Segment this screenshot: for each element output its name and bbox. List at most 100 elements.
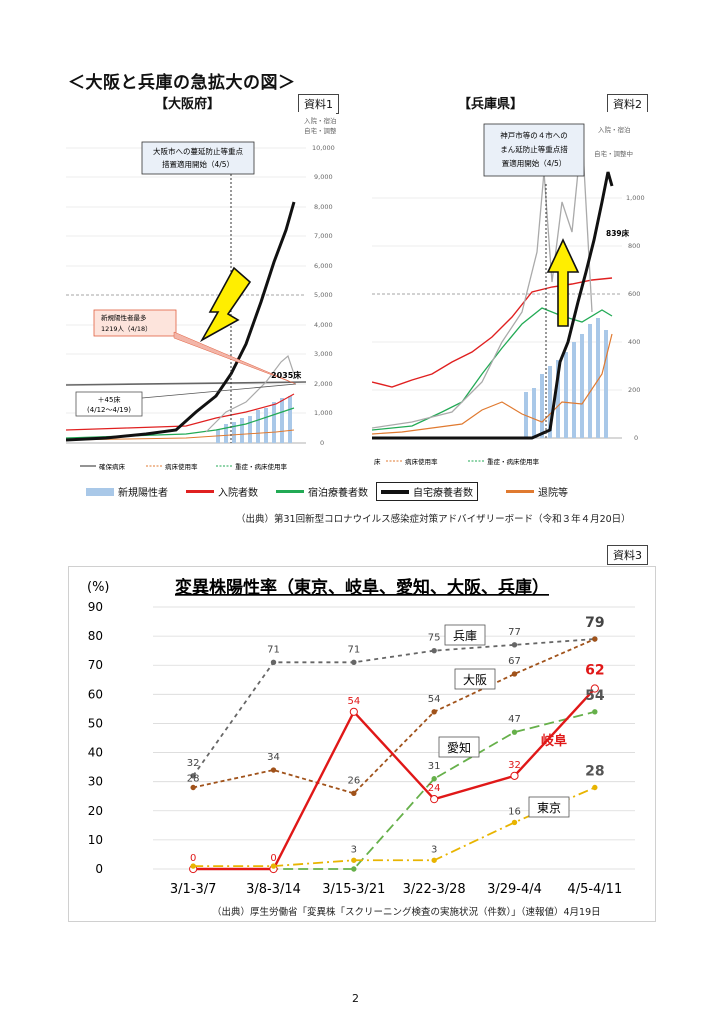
series-point [510,771,519,780]
data-label: 28 [187,773,200,784]
data-label: 3 [351,844,357,855]
data-label: 71 [347,644,360,655]
data-label: 34 [267,752,280,763]
osaka-panel-label: 【大阪府】 [155,97,221,112]
osaka-material-tag: 資料1 [298,94,339,114]
osaka-callout-line2: 措置適用開始（4/5） [162,159,234,169]
series-point [351,790,357,797]
series-line [192,638,595,777]
osaka-tick: 0 [320,439,324,447]
osaka-small-legend-2: 病床使用率 [165,462,198,471]
osaka-covid-chart: 大阪市への蔓延防止等重点 措置適用開始（4/5） 新規陽性者最多 1219人（4… [66,112,336,474]
data-label: 0 [270,853,276,864]
legend-label: 宿泊療養者数 [308,488,368,499]
legend-label: 入院者数 [218,488,258,499]
x-tick-label: 3/22-3/28 [403,882,466,897]
osaka-increase-line1: ＋45床 [98,395,121,404]
series-point [190,773,196,779]
legend-hospitalized: 入院者数 [186,484,258,499]
osaka-tick: 8,000 [314,203,333,211]
chart-title: 変異株陽性率（東京、岐阜、愛知、大阪、兵庫） [175,577,549,598]
osaka-axis-title-1: 入院・宿泊 [304,116,336,125]
series-point [431,647,437,654]
hyogo-axis-title-1: 入院・宿泊 [598,125,631,134]
page-number: 2 [352,992,359,1005]
legend-hotel-care: 宿泊療養者数 [276,484,368,499]
data-label: 0 [190,853,196,864]
hyogo-tick: 800 [628,242,640,250]
chart-unit-label: (%) [87,580,110,595]
series-point [592,784,598,791]
x-tick-label: 3/29-4/4 [487,882,542,897]
hyogo-bed-note: 839床 [606,228,630,238]
data-label: 67 [508,656,521,667]
y-tick-label: 40 [88,746,103,760]
hyogo-small-legend-2: 病床使用率 [405,457,438,466]
variant-chart-box: (%) 変異株陽性率（東京、岐阜、愛知、大阪、兵庫） 0 10 20 30 40 50 60… [68,566,656,922]
legend-new-positives: 新規陽性者 [86,484,168,499]
osaka-tick: 2,000 [314,380,333,388]
y-tick-label: 10 [88,833,103,847]
hyogo-small-legend-1: 床 [374,457,381,466]
data-label: 32 [508,760,521,771]
page-heading: ＜大阪と兵庫の急拡大の図＞ [68,73,296,93]
variant-positivity-chart: (%) 変異株陽性率（東京、岐阜、愛知、大阪、兵庫） 0102030405060… [87,577,635,897]
variant-material-tag: 資料3 [607,545,648,565]
series-name-box [454,668,496,690]
osaka-bed-note: 2035床 [271,370,302,380]
series-name-box [444,624,486,646]
series-point [431,776,437,782]
data-label: 71 [267,644,280,655]
hyogo-callout-line2: まん延防止等重点措 [500,144,568,154]
series-name: 岐阜 [541,733,567,749]
hyogo-callout-line1: 神戸市等の４市への [500,130,568,140]
data-label: 79 [585,615,604,631]
hyogo-panel-label: 【兵庫県】 [458,97,524,112]
series-name: 大阪 [463,673,487,687]
y-tick-label: 30 [88,775,103,789]
hyogo-small-legend-3: 重症・病床使用率 [487,457,540,466]
series-point [190,863,196,869]
legend-home-care: 自宅療養者数 [376,482,478,501]
data-label: 32 [187,758,200,769]
hyogo-tick: 600 [628,290,640,298]
osaka-small-legend-1: 確保病床 [99,462,126,471]
legend-swatch [276,490,304,493]
osaka-axis-title-2: 自宅・調整中 [304,126,336,135]
series-line [193,687,596,871]
legend-discharged: 退院等 [506,484,568,499]
data-label: 54 [585,688,605,704]
y-tick-label: 70 [88,658,103,672]
data-label: 77 [508,627,521,638]
osaka-small-legend-3: 重症・病床使用率 [235,462,288,471]
data-label: 28 [585,763,604,779]
series-name: 愛知 [447,741,471,755]
data-label: 31 [428,761,441,772]
osaka-tick: 5,000 [314,291,333,299]
hyogo-tick: 0 [634,434,638,442]
series-point [351,866,357,872]
data-label: 54 [428,694,441,705]
data-label: 24 [428,783,441,794]
series-point [270,863,277,869]
series-point [431,857,437,863]
osaka-tick: 1,000 [314,409,333,417]
osaka-tick: 6,000 [314,262,333,270]
hyogo-material-tag: 資料2 [607,94,648,114]
hyogo-tick: 200 [628,386,640,394]
legend-label: 退院等 [538,488,568,499]
x-tick-label: 3/8-3/14 [246,882,301,897]
series-line [192,638,596,795]
data-label: 54 [347,696,360,707]
y-tick-label: 80 [88,629,103,643]
data-label: 47 [508,714,521,725]
legend-label: 新規陽性者 [118,488,168,499]
series-name-box [528,796,570,818]
series-point [592,709,598,715]
source-note-2: （出典）厚生労働省「変異株「スクリーニング検査の実施状況（件数）」（速報値）4月… [212,907,601,918]
legend-swatch [186,490,214,493]
y-tick-label: 90 [88,600,103,614]
x-tick-label: 4/5-4/11 [567,882,622,897]
series-point [351,857,357,863]
y-tick-label: 60 [88,687,103,701]
